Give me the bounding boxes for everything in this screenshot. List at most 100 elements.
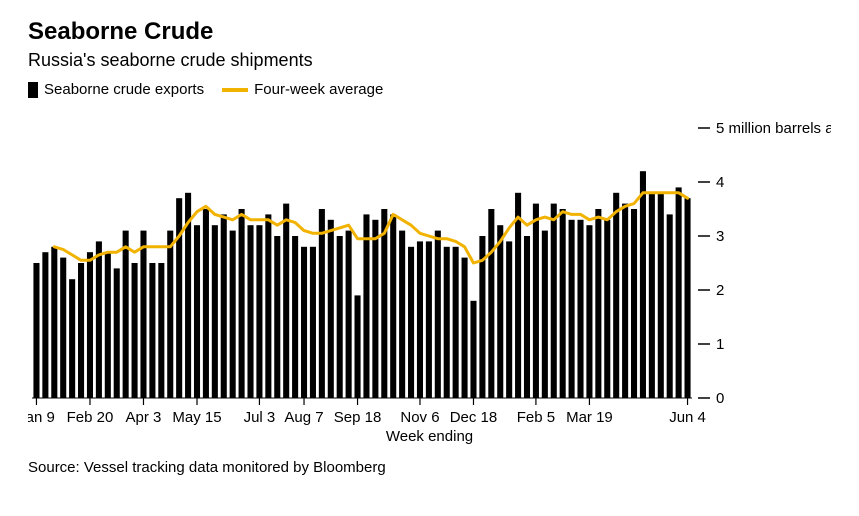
bar [132,263,138,398]
x-tick-label: May 15 [172,409,221,426]
source-line: Source: Vessel tracking data monitored b… [28,459,831,476]
bar [524,236,530,398]
bar [551,204,557,398]
y-unit-label: 5 million barrels a day [716,120,831,137]
bar [417,241,423,398]
bar [462,258,468,398]
bar [158,263,164,398]
bar [604,220,610,398]
bar [239,209,245,398]
bar [595,209,601,398]
bar [497,225,503,398]
bar [435,231,441,398]
bar [60,258,66,398]
bar [622,204,628,398]
bar [87,252,93,398]
x-tick-label: Nov 6 [400,409,439,426]
bar [212,225,218,398]
bar [560,209,566,398]
bar [319,209,325,398]
bar [408,247,414,398]
x-tick-label: Jul 3 [244,409,276,426]
bar [221,214,227,398]
bar [149,263,155,398]
bar [470,301,476,398]
x-tick-label: Feb 20 [67,409,114,426]
chart-svg: 0 1 2 3 4 5 million barrels a day Jan 9 Feb 20 A… [28,104,831,444]
bar [631,209,637,398]
line-swatch-icon [222,88,248,92]
bar [114,268,120,398]
bar [176,198,182,398]
bar [363,214,369,398]
bar [586,225,592,398]
x-tick-label: Jun 4 [669,409,706,426]
bar [381,209,387,398]
bar [399,231,405,398]
x-tick-label: Sep 18 [334,409,382,426]
bar [337,236,343,398]
legend-bar-label: Seaborne crude exports [44,81,204,98]
bar [69,279,75,398]
bar [453,247,459,398]
bar [247,225,253,398]
bar [488,209,494,398]
bar [355,295,361,398]
bar [667,214,673,398]
bar [140,231,146,398]
bar [123,231,129,398]
bar [33,263,39,398]
legend-item-line: Four-week average [222,81,383,98]
x-tick-label: Feb 5 [517,409,555,426]
bar [78,263,84,398]
bar [649,193,655,398]
x-tick-label: Jan 9 [28,409,55,426]
x-tick-label: Dec 18 [450,409,498,426]
bar [390,214,396,398]
avg-line [54,193,687,263]
legend-line-label: Four-week average [254,81,383,98]
bar [283,204,289,398]
y-tick-label: 0 [716,390,724,407]
bar [310,247,316,398]
y-tick-label: 2 [716,282,724,299]
bar [292,236,298,398]
chart-area: 0 1 2 3 4 5 million barrels a day Jan 9 Feb 20 A… [28,104,831,424]
legend-item-bars: Seaborne crude exports [28,81,204,98]
bar [42,252,48,398]
bar [506,241,512,398]
legend: Seaborne crude exports Four-week average [28,81,831,98]
bar [96,241,102,398]
x-tick-label: Mar 19 [566,409,613,426]
bar [346,231,352,398]
bar [426,241,432,398]
bar [230,231,236,398]
bar [542,231,548,398]
y-tick-label: 3 [716,228,724,245]
bar [256,225,262,398]
chart-subtitle: Russia's seaborne crude shipments [28,50,831,71]
bar [533,204,539,398]
bar [301,247,307,398]
bar [685,198,691,398]
bar [51,247,57,398]
bar [167,231,173,398]
bar [676,187,682,398]
bar [613,193,619,398]
bar [194,225,200,398]
chart-title: Seaborne Crude [28,18,831,46]
bar [372,220,378,398]
bar [328,220,334,398]
bar [274,236,280,398]
bar [658,193,664,398]
bar [577,220,583,398]
y-tick-label: 4 [716,174,724,191]
x-tick-label: Aug 7 [284,409,323,426]
bar-swatch-icon [28,82,38,98]
y-tick-label: 1 [716,336,724,353]
x-tick-label: Apr 3 [126,409,162,426]
bar [105,252,111,398]
bar [515,193,521,398]
bar [444,247,450,398]
bar [640,171,646,398]
